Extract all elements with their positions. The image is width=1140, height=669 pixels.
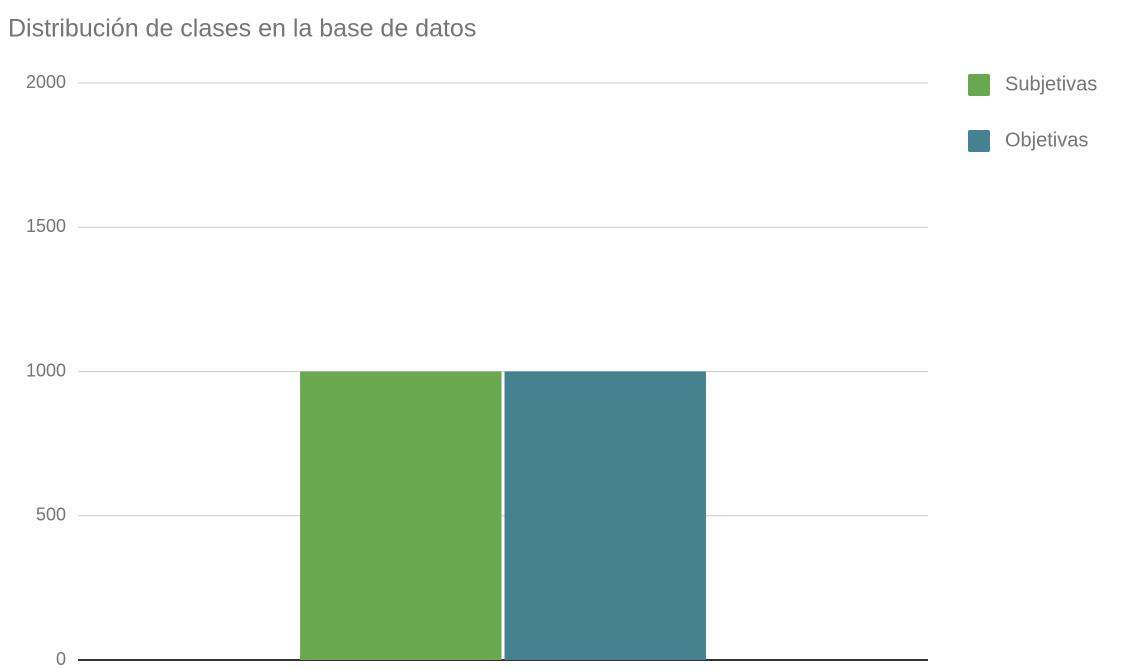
legend-label: Objetivas <box>1005 129 1088 151</box>
y-tick-label: 2000 <box>26 72 66 92</box>
y-tick-label: 1500 <box>26 216 66 236</box>
legend-label: Subjetivas <box>1005 73 1097 95</box>
chart-title: Distribución de clases en la base de dat… <box>8 15 476 43</box>
y-tick-label: 1000 <box>26 360 66 380</box>
bar <box>504 371 706 660</box>
y-tick-label: 500 <box>36 505 66 525</box>
bar <box>300 371 502 660</box>
legend-swatch <box>968 74 990 96</box>
legend-swatch <box>968 130 990 152</box>
y-tick-label: 0 <box>56 649 66 669</box>
